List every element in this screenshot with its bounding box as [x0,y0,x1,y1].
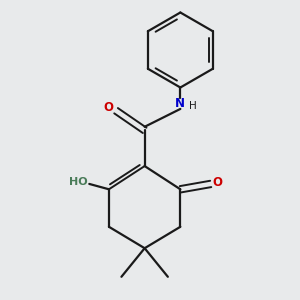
Text: O: O [213,176,223,189]
Text: N: N [176,97,185,110]
Text: HO: HO [69,177,88,187]
Text: H: H [189,101,197,111]
Text: O: O [103,101,113,114]
